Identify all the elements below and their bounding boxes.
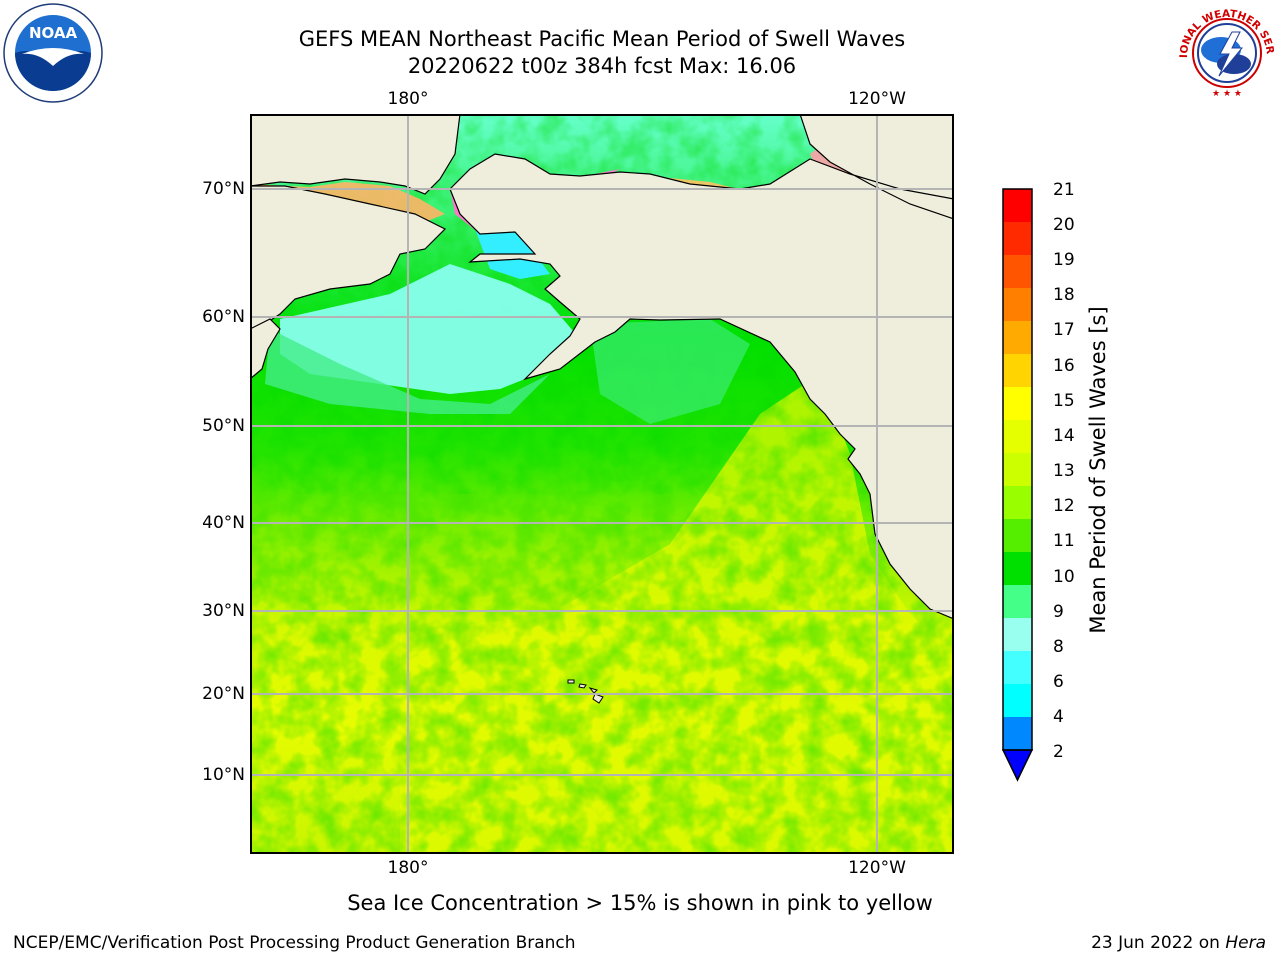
lat-label-20n: 20°N <box>202 684 245 704</box>
colorbar-segment <box>1003 717 1032 751</box>
colorbar-tick: 13 <box>1053 461 1075 481</box>
colorbar-segment <box>1003 684 1032 718</box>
colorbar-tick: 18 <box>1053 285 1075 305</box>
nws-logo: NATIONAL WEATHER SERVICE ★ ★ ★ <box>1176 2 1276 101</box>
colorbar-border <box>1002 188 1033 751</box>
land-kamchatka <box>250 318 281 380</box>
colorbar-tick: 6 <box>1053 672 1064 692</box>
land-chukotka <box>250 185 447 330</box>
colorbar-tick: 15 <box>1053 391 1075 411</box>
colorbar-tick: 8 <box>1053 637 1064 657</box>
colorbar-segment <box>1003 552 1032 586</box>
colorbar-segment <box>1003 321 1032 355</box>
colorbar-segment <box>1003 585 1032 619</box>
colorbar-tick: 14 <box>1053 426 1075 446</box>
chart-title: GEFS MEAN Northeast Pacific Mean Period … <box>298 27 906 51</box>
bering-sea-mint <box>265 329 550 414</box>
colorbar-tick: 12 <box>1053 496 1075 516</box>
colorbar-tick: 16 <box>1053 356 1075 376</box>
colorbar-extend-triangle <box>1001 749 1034 782</box>
sea-ice-note: Sea Ice Concentration > 15% is shown in … <box>347 891 933 915</box>
lat-label-10n: 10°N <box>202 765 245 785</box>
colorbar-segment <box>1003 189 1032 223</box>
land-alaska-canada <box>449 114 954 620</box>
lat-label-50n: 50°N <box>202 416 245 436</box>
lon-label-top-180: 180° <box>387 89 429 109</box>
colorbar-tick: 9 <box>1053 602 1064 622</box>
colorbar-tick: 4 <box>1053 707 1064 727</box>
colorbar-label: Mean Period of Swell Waves [s] <box>1086 306 1110 634</box>
colorbar-segment <box>1003 255 1032 289</box>
lat-label-40n: 40°N <box>202 513 245 533</box>
colorbar-tick: 11 <box>1053 531 1075 551</box>
footer-credit: NCEP/EMC/Verification Post Processing Pr… <box>13 933 576 953</box>
ocean-texture-2 <box>250 494 954 854</box>
noaa-logo-text: NOAA <box>29 24 78 42</box>
footer-date: 23 Jun 2022 on Hera <box>1091 933 1266 953</box>
colorbar-segment <box>1003 519 1032 553</box>
lon-label-bottom-180: 180° <box>387 858 429 878</box>
footer-host: Hera <box>1225 933 1266 953</box>
colorbar-segment <box>1003 222 1032 256</box>
map-gridlines <box>250 114 954 854</box>
colorbar-segment <box>1003 618 1032 652</box>
swell-period-map <box>250 114 954 854</box>
colorbar-tick: 10 <box>1053 567 1075 587</box>
colorbar-tick: 17 <box>1053 320 1075 340</box>
map-border <box>250 114 954 854</box>
colorbar-segment <box>1003 420 1032 454</box>
lat-label-30n: 30°N <box>202 601 245 621</box>
svg-text:★ ★ ★: ★ ★ ★ <box>1212 89 1242 99</box>
footer-date-text: 23 Jun 2022 on <box>1091 933 1220 953</box>
hawaii-islands <box>567 679 604 704</box>
bering-sea-cyan <box>280 264 580 394</box>
lat-label-60n: 60°N <box>202 307 245 327</box>
gulf-alaska-mint <box>590 319 750 424</box>
colorbar-segment <box>1003 387 1032 421</box>
colorbar-tick: 2 <box>1053 742 1064 762</box>
colorbar-tick: 19 <box>1053 250 1075 270</box>
colorbar-segment <box>1003 453 1032 487</box>
chart-subtitle: 20220622 t00z 384h fcst Max: 16.06 <box>407 54 797 78</box>
lon-label-bottom-120w: 120°W <box>848 858 906 878</box>
colorbar-segment <box>1003 486 1032 520</box>
colorbar <box>1001 188 1034 782</box>
colorbar-tick: 21 <box>1053 180 1075 200</box>
colorbar-tick: 20 <box>1053 215 1075 235</box>
lon-label-top-120w: 120°W <box>848 89 906 109</box>
noaa-logo: NOAA <box>3 3 103 103</box>
colorbar-segment <box>1003 288 1032 322</box>
colorbar-segment <box>1003 354 1032 388</box>
colorbar-segment <box>1003 651 1032 685</box>
lat-label-70n: 70°N <box>202 179 245 199</box>
